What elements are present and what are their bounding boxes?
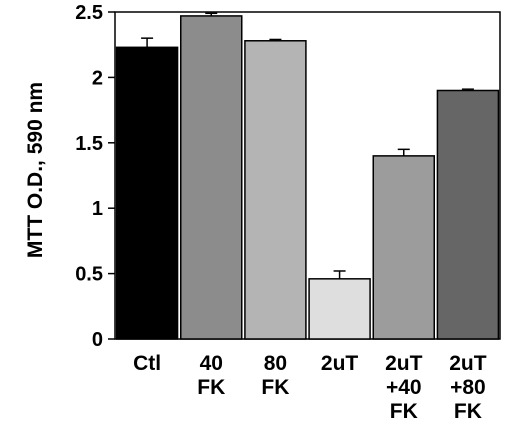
category-label-line: 2uT [385,352,423,375]
y-tick-label: 2.5 [75,2,103,24]
category-label: 40 FK [197,352,225,399]
category-label-line: +80 [450,376,486,399]
category-label-line: 2uT [321,352,359,375]
y-tick-label: 0.5 [75,264,103,286]
bar [180,15,243,340]
category-label-line: FK [454,400,482,423]
category-label: 2uT [321,352,359,375]
category-label-line: Ctl [133,352,161,375]
bar [115,46,179,340]
y-tick-label: 0 [92,329,103,351]
category-label: 2uT +40 FK [385,352,423,423]
category-label: Ctl [133,352,161,375]
bar [308,278,371,340]
category-label-line: +40 [386,376,422,399]
category-label-line: FK [390,400,418,423]
plot-frame [114,11,501,340]
y-tick-label: 1.5 [75,133,103,155]
category-label: 2uT +80 FK [449,352,487,423]
y-tick-label: 2 [92,67,103,89]
y-axis-title: MTT O.D., 590 nm [24,82,47,258]
category-label-line: 40 [200,352,223,375]
category-label-line: FK [197,376,225,399]
bar [372,155,435,340]
category-label-line: 80 [264,352,287,375]
category-label: 80 FK [261,352,289,399]
bar [244,40,307,340]
category-label-line: 2uT [449,352,487,375]
bar [436,89,500,340]
y-tick-label: 1 [92,198,103,220]
category-label-line: FK [261,376,289,399]
